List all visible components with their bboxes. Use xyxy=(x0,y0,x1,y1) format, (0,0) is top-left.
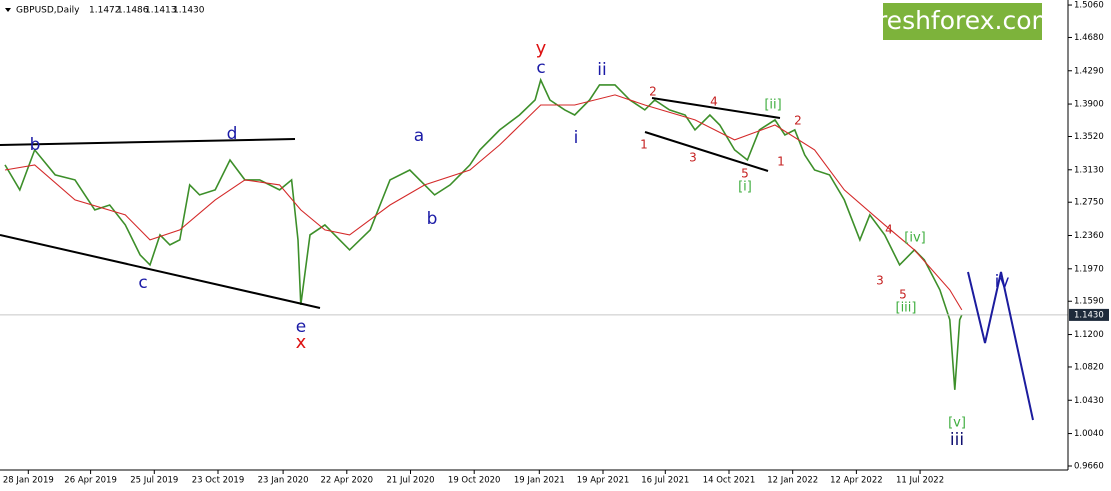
wave-label: d xyxy=(227,124,238,144)
x-tick-label: 12 Apr 2022 xyxy=(830,476,883,486)
wave-label: x xyxy=(296,332,307,353)
y-tick-label: 1.1590 xyxy=(1074,297,1104,307)
wave-label: 3 xyxy=(876,274,884,288)
x-tick-label: 19 Apr 2021 xyxy=(577,476,630,486)
wave-label: iii xyxy=(950,430,964,450)
trend-line xyxy=(644,131,769,172)
high: 1.1486 xyxy=(117,6,149,16)
wave-label: c xyxy=(536,58,545,78)
logo: freshforex.com xyxy=(868,6,1056,35)
y-tick-label: 1.1970 xyxy=(1074,264,1104,274)
y-tick-label: 1.3520 xyxy=(1074,132,1104,142)
wave-label: 2 xyxy=(649,85,657,99)
wave-label: [ii] xyxy=(764,98,781,113)
wave-label: 1 xyxy=(777,155,785,169)
trend-line xyxy=(651,97,781,119)
x-tick-label: 23 Jan 2020 xyxy=(258,476,309,486)
wave-label: i xyxy=(574,128,579,148)
y-tick-label: 1.4680 xyxy=(1074,33,1104,43)
wave-label: 2 xyxy=(794,114,802,128)
wave-label: b xyxy=(30,135,41,155)
trend-line xyxy=(0,234,321,309)
y-tick-label: 1.3900 xyxy=(1074,100,1104,110)
x-tick-label: 16 Jul 2021 xyxy=(641,476,689,486)
x-tick-label: 23 Oct 2019 xyxy=(192,476,245,486)
price-line xyxy=(4,77,963,390)
y-tick-label: 1.3130 xyxy=(1074,165,1104,175)
x-tick-label: 25 Jul 2019 xyxy=(130,476,178,486)
wave-label: [v] xyxy=(948,416,966,431)
wave-labels: b d c e x a b y c ii i 2 4 1 3 5 [i] [ii… xyxy=(30,38,1010,450)
close: 1.1430 xyxy=(173,6,205,16)
menu-marker xyxy=(5,8,11,12)
wave-label: iv xyxy=(995,272,1010,292)
price-line xyxy=(4,94,963,311)
wave-label: [iii] xyxy=(896,301,917,316)
wave-label: 4 xyxy=(885,223,893,237)
wave-label: ii xyxy=(597,60,606,80)
wave-label: b xyxy=(427,209,438,229)
y-tick-label: 1.2360 xyxy=(1074,231,1104,241)
open: 1.1472 xyxy=(89,6,121,16)
trend-line xyxy=(0,138,296,146)
y-tick-label: 1.2750 xyxy=(1074,198,1104,208)
x-tick-label: 11 Jul 2022 xyxy=(896,476,944,486)
wave-label: c xyxy=(138,273,147,293)
y-tick-label: 1.4290 xyxy=(1074,66,1104,76)
wave-label: 5 xyxy=(741,167,749,181)
wave-label: 5 xyxy=(899,288,907,302)
projection-path xyxy=(967,271,1034,421)
last-price-box xyxy=(1069,308,1109,321)
low: 1.1413 xyxy=(145,6,177,16)
plot-area xyxy=(0,77,1068,390)
x-tick-label: 12 Jan 2022 xyxy=(767,476,818,486)
x-tick-label: 19 Jan 2021 xyxy=(514,476,565,486)
logo-box xyxy=(883,3,1042,40)
x-tick-label: 22 Apr 2020 xyxy=(321,476,374,486)
x-tick-label: 21 Jul 2020 xyxy=(386,476,434,486)
x-tick-label: 28 Jan 2019 xyxy=(3,476,54,486)
symbol: GBPUSD,Daily xyxy=(16,6,80,16)
y-tick-label: 1.1200 xyxy=(1074,330,1104,340)
x-tick-label: 14 Oct 2021 xyxy=(703,476,756,486)
wave-label: [i] xyxy=(738,180,752,195)
x-tick-label: 19 Oct 2020 xyxy=(448,476,501,486)
y-tick-label: 0.9660 xyxy=(1074,461,1104,471)
wave-label: 1 xyxy=(640,138,648,152)
wave-label: a xyxy=(414,126,424,146)
y-tick-label: 1.0820 xyxy=(1074,362,1104,372)
wave-label: [iv] xyxy=(904,231,925,246)
wave-label: y xyxy=(536,38,547,59)
y-tick-label: 1.5060 xyxy=(1074,1,1104,11)
last-price-label: 1.1430 xyxy=(1074,310,1104,320)
x-tick-label: 26 Apr 2019 xyxy=(64,476,117,486)
y-tick-label: 1.0040 xyxy=(1074,429,1104,439)
y-tick-label: 1.0430 xyxy=(1074,396,1104,406)
wave-label: e xyxy=(296,317,306,337)
wave-label: 4 xyxy=(710,95,718,109)
wave-label: 3 xyxy=(689,151,697,165)
